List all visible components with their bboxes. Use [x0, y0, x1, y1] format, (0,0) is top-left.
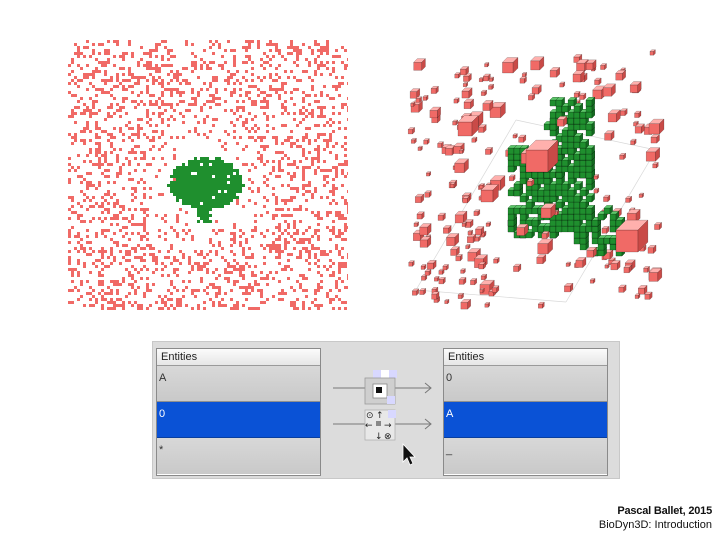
caption-author: Pascal Ballet, 2015	[617, 505, 712, 517]
caption-subtitle: BioDyn3D: Introduction	[598, 519, 712, 531]
svg-text:⊗: ⊗	[384, 432, 392, 442]
entities-table-left: Entities A 0 *	[156, 348, 321, 476]
svg-text:↑: ↑	[376, 411, 384, 421]
entities-table-right: Entities 0 A _	[443, 348, 608, 476]
rule-transition-area: ⊙ ↑ ← → ↓ ⊗	[321, 348, 443, 476]
entity-row[interactable]: 0	[444, 366, 607, 402]
entities-header-left: Entities	[157, 349, 320, 366]
svg-text:←: ←	[365, 421, 373, 431]
direction-arrows-icon[interactable]: ⊙ ↑ ← → ↓ ⊗	[364, 409, 396, 442]
entity-row[interactable]: _	[444, 438, 607, 474]
rule-editor-strip: Entities A 0 *	[152, 341, 620, 479]
svg-text:→: →	[384, 421, 392, 431]
entities-header-right: Entities	[444, 349, 607, 366]
entity-row[interactable]: A	[157, 366, 320, 402]
entity-row[interactable]: *	[157, 438, 320, 474]
entity-row-selected[interactable]: 0	[157, 402, 320, 438]
neighbor-cell-icon[interactable]	[364, 370, 397, 405]
simulation-2d-view	[68, 40, 348, 310]
svg-text:⊙: ⊙	[366, 411, 374, 421]
mouse-cursor-icon	[402, 442, 416, 466]
entity-row-selected[interactable]: A	[444, 402, 607, 438]
svg-text:↓: ↓	[375, 432, 383, 442]
simulation-3d-view	[407, 49, 665, 310]
